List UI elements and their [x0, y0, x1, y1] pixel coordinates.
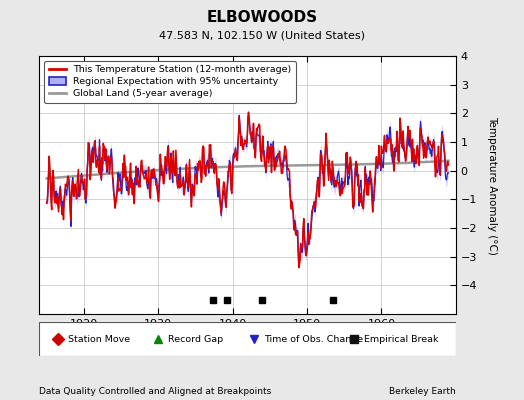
- Text: Time of Obs. Change: Time of Obs. Change: [264, 334, 363, 344]
- Legend: This Temperature Station (12-month average), Regional Expectation with 95% uncer: This Temperature Station (12-month avera…: [44, 61, 296, 103]
- Text: ELBOWOODS: ELBOWOODS: [206, 10, 318, 25]
- Text: Empirical Break: Empirical Break: [364, 334, 439, 344]
- Text: Berkeley Earth: Berkeley Earth: [389, 387, 456, 396]
- Text: Station Move: Station Move: [69, 334, 130, 344]
- FancyBboxPatch shape: [39, 322, 456, 356]
- Text: 47.583 N, 102.150 W (United States): 47.583 N, 102.150 W (United States): [159, 30, 365, 40]
- Text: Record Gap: Record Gap: [168, 334, 224, 344]
- Text: Data Quality Controlled and Aligned at Breakpoints: Data Quality Controlled and Aligned at B…: [39, 387, 271, 396]
- Y-axis label: Temperature Anomaly (°C): Temperature Anomaly (°C): [487, 116, 497, 254]
